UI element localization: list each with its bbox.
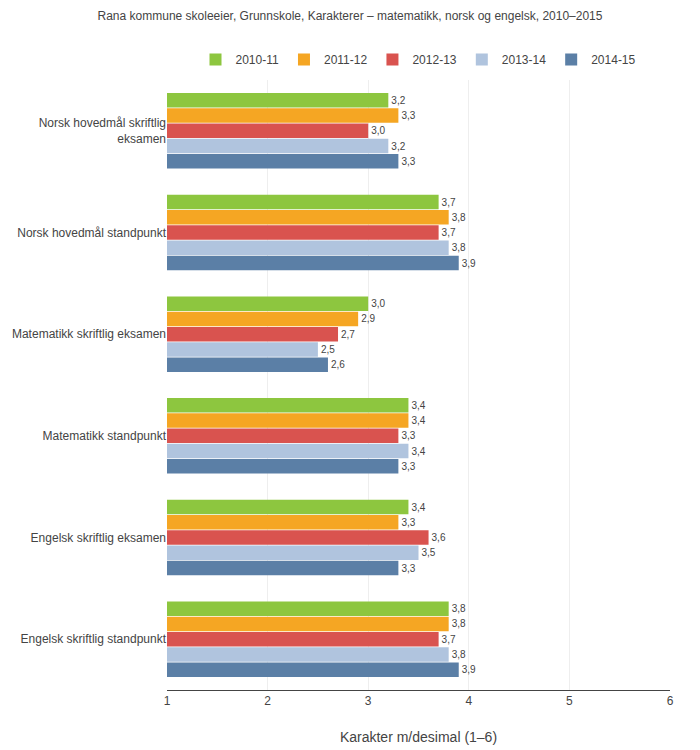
svg-text:6: 6 <box>667 694 674 708</box>
svg-text:3,4: 3,4 <box>411 415 425 426</box>
svg-text:4: 4 <box>465 694 472 708</box>
svg-text:3,7: 3,7 <box>442 634 456 645</box>
svg-text:3,9: 3,9 <box>462 664 476 675</box>
svg-text:3,4: 3,4 <box>411 400 425 411</box>
svg-text:3,8: 3,8 <box>452 242 466 253</box>
svg-text:3,2: 3,2 <box>391 95 405 106</box>
svg-text:3,4: 3,4 <box>411 446 425 457</box>
svg-text:3,7: 3,7 <box>442 227 456 238</box>
svg-text:3: 3 <box>365 694 372 708</box>
svg-text:2,7: 2,7 <box>341 329 355 340</box>
svg-text:Norsk hovedmål standpunkt: Norsk hovedmål standpunkt <box>17 226 166 240</box>
svg-text:2010-11: 2010-11 <box>236 53 279 67</box>
svg-text:5: 5 <box>566 694 573 708</box>
svg-text:3,9: 3,9 <box>462 258 476 269</box>
svg-text:1: 1 <box>164 694 171 708</box>
svg-text:Engelsk skriftlig standpunkt: Engelsk skriftlig standpunkt <box>21 632 167 646</box>
svg-text:Karakter m/desimal (1–6): Karakter m/desimal (1–6) <box>340 729 497 745</box>
svg-text:3,7: 3,7 <box>442 197 456 208</box>
svg-text:3,3: 3,3 <box>401 517 415 528</box>
svg-text:2011-12: 2011-12 <box>324 53 367 67</box>
svg-text:3,8: 3,8 <box>452 649 466 660</box>
svg-text:Rana kommune skoleeier, Grunns: Rana kommune skoleeier, Grunnskole, Kara… <box>98 9 603 23</box>
svg-text:3,0: 3,0 <box>371 125 385 136</box>
svg-text:3,3: 3,3 <box>401 110 415 121</box>
svg-text:2,6: 2,6 <box>331 359 345 370</box>
svg-text:2,5: 2,5 <box>321 344 335 355</box>
svg-text:3,4: 3,4 <box>411 502 425 513</box>
svg-text:3,3: 3,3 <box>401 461 415 472</box>
svg-text:3,8: 3,8 <box>452 618 466 629</box>
svg-text:2012-13: 2012-13 <box>412 53 456 67</box>
svg-text:2: 2 <box>264 694 271 708</box>
svg-text:Norsk hovedmål skriftligeksame: Norsk hovedmål skriftligeksamen <box>39 116 166 146</box>
svg-text:Matematikk standpunkt: Matematikk standpunkt <box>43 429 167 443</box>
svg-text:Matematikk skriftlig eksamen: Matematikk skriftlig eksamen <box>12 327 166 341</box>
svg-text:3,0: 3,0 <box>371 298 385 309</box>
svg-text:3,5: 3,5 <box>422 547 436 558</box>
svg-text:3,8: 3,8 <box>452 603 466 614</box>
svg-text:3,3: 3,3 <box>401 430 415 441</box>
svg-text:3,2: 3,2 <box>391 141 405 152</box>
svg-text:2,9: 2,9 <box>361 313 375 324</box>
svg-text:3,6: 3,6 <box>432 532 446 543</box>
svg-text:Engelsk skriftlig eksamen: Engelsk skriftlig eksamen <box>31 531 166 545</box>
svg-text:2013-14: 2013-14 <box>502 53 546 67</box>
svg-text:2014-15: 2014-15 <box>591 53 635 67</box>
svg-text:3,8: 3,8 <box>452 212 466 223</box>
svg-text:3,3: 3,3 <box>401 563 415 574</box>
svg-text:3,3: 3,3 <box>401 156 415 167</box>
